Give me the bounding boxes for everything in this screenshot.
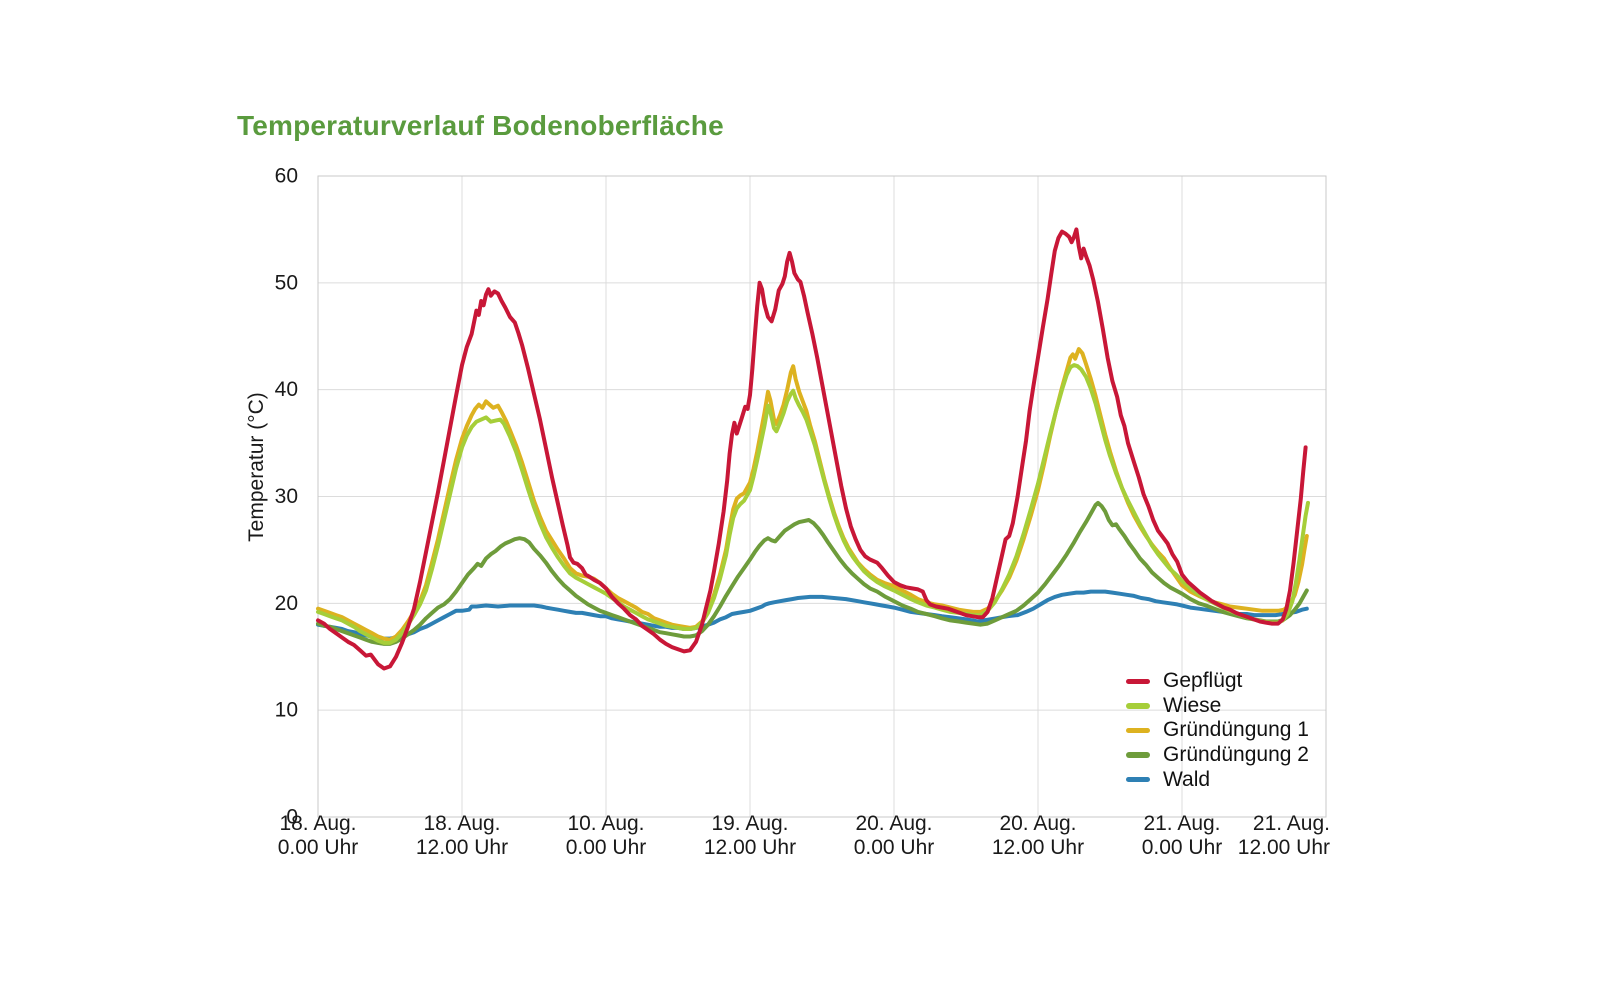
legend-label: Gründüngung 2 — [1163, 743, 1309, 767]
x-tick-label-time: 0.00 Uhr — [854, 836, 935, 859]
y-tick-label: 30 — [275, 485, 298, 508]
legend-label: Wiese — [1163, 693, 1222, 717]
legend-swatch — [1126, 752, 1150, 758]
y-tick-label: 20 — [275, 592, 298, 615]
x-tick-label-time: 0.00 Uhr — [1142, 836, 1223, 859]
legend-swatch — [1126, 678, 1150, 685]
y-tick-label: 10 — [275, 699, 298, 722]
series-line-wald — [316, 589, 1309, 641]
y-tick-label: 40 — [275, 378, 298, 401]
x-tick-label-date: 18. Aug. — [279, 812, 356, 835]
x-tick-label-time: 12.00 Uhr — [1238, 836, 1330, 859]
x-tick-label-time: 12.00 Uhr — [704, 836, 796, 859]
legend-label: Wald — [1163, 767, 1211, 791]
x-tick-label-date: 21. Aug. — [1253, 812, 1330, 835]
x-tick-label-time: 12.00 Uhr — [416, 836, 508, 859]
y-tick-label: 60 — [275, 165, 298, 188]
legend-item-gepfl-gt: Gepflügt — [1126, 669, 1309, 694]
legend-label: Gründüngung 1 — [1163, 718, 1309, 742]
x-tick-label-date: 20. Aug. — [999, 812, 1076, 835]
x-tick-label-time: 12.00 Uhr — [992, 836, 1084, 859]
chart-title: Temperaturverlauf Bodenoberfläche — [237, 110, 724, 141]
x-tick-label-date: 21. Aug. — [1143, 812, 1220, 835]
x-tick-label-date: 10. Aug. — [567, 812, 644, 835]
legend-swatch — [1126, 703, 1150, 709]
x-tick-label-date: 20. Aug. — [855, 812, 932, 835]
series-line-gr-nd-ngung-2 — [316, 500, 1309, 646]
y-tick-label: 0 — [286, 806, 298, 829]
plot-border — [317, 175, 1327, 818]
legend-item-gr-nd-ngung-2: Gründüngung 2 — [1126, 743, 1309, 768]
legend-item-wald: Wald — [1126, 767, 1309, 792]
legend-label: Gepflügt — [1163, 669, 1243, 693]
legend-item-wiese: Wiese — [1126, 694, 1309, 719]
x-tick-label-date: 18. Aug. — [423, 812, 500, 835]
series-line-gepfl-gt — [316, 227, 1308, 671]
x-tick-label-date: 19. Aug. — [711, 812, 788, 835]
legend-swatch — [1126, 776, 1150, 783]
legend-swatch — [1126, 727, 1150, 734]
series-line-wiese — [316, 363, 1310, 645]
y-axis-title: Temperatur (°C) — [245, 392, 268, 542]
y-tick-label: 50 — [275, 271, 298, 294]
x-tick-label-time: 0.00 Uhr — [278, 836, 359, 859]
x-tick-label-time: 0.00 Uhr — [566, 836, 647, 859]
legend-item-gr-nd-ngung-1: Gründüngung 1 — [1126, 718, 1309, 743]
